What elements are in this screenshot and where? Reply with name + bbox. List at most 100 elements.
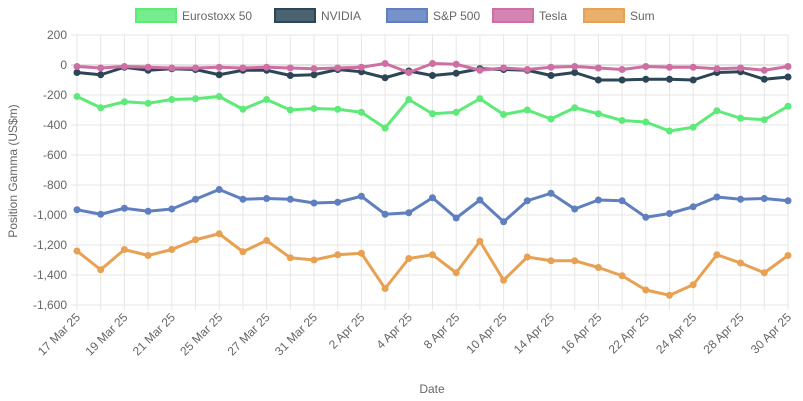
data-point <box>239 105 247 113</box>
x-axis: 17 Mar 25 19 Mar 25 21 Mar 25 25 Mar 25 27 M… <box>35 310 794 358</box>
data-point <box>168 96 176 103</box>
data-point <box>784 252 792 259</box>
data-point <box>144 99 152 107</box>
data-point <box>452 108 460 116</box>
data-point <box>381 124 389 132</box>
legend-item[interactable]: NVIDIA <box>274 8 361 23</box>
y-tick-label: 0 <box>60 58 67 72</box>
data-point <box>452 60 460 68</box>
data-point <box>192 195 199 203</box>
data-point <box>666 127 673 135</box>
data-point <box>547 257 555 265</box>
data-point <box>263 96 271 103</box>
legend-item[interactable]: S&P 500 <box>386 8 480 23</box>
data-point <box>120 63 128 70</box>
data-point <box>523 106 531 114</box>
data-point <box>334 105 342 113</box>
data-point <box>666 291 673 299</box>
data-point <box>760 75 768 83</box>
data-point <box>334 64 342 72</box>
data-point <box>97 266 105 274</box>
data-point <box>73 69 81 76</box>
x-tick-label: 14 Apr 25 <box>511 310 557 356</box>
data-point <box>571 104 579 112</box>
y-tick-label: -800 <box>43 178 67 192</box>
data-point <box>523 253 531 261</box>
data-point <box>381 74 389 82</box>
data-point <box>784 102 792 110</box>
data-point <box>547 72 555 79</box>
data-point <box>405 209 413 217</box>
data-point <box>666 63 673 71</box>
data-point <box>286 72 294 79</box>
y-tick-label: -1,200 <box>33 238 67 252</box>
data-point <box>263 195 271 202</box>
data-point <box>263 237 271 244</box>
x-tick-label: 16 Apr 25 <box>558 310 604 356</box>
legend-label: NVIDIA <box>321 9 361 23</box>
data-point <box>500 111 508 118</box>
legend-item[interactable]: Tesla <box>492 8 567 23</box>
data-point <box>144 63 152 71</box>
data-point <box>760 116 768 124</box>
data-point <box>547 189 555 197</box>
data-point <box>73 247 81 255</box>
data-point <box>120 98 128 106</box>
x-tick-label: 22 Apr 25 <box>606 310 652 356</box>
data-point <box>500 218 508 226</box>
data-point <box>168 64 176 72</box>
data-point <box>618 76 626 84</box>
data-point <box>263 63 271 71</box>
data-point <box>239 195 247 203</box>
data-point <box>452 269 460 277</box>
data-point <box>784 73 792 81</box>
data-point <box>73 93 81 100</box>
data-point <box>689 123 697 131</box>
data-point <box>571 69 579 76</box>
legend-swatch <box>583 8 625 23</box>
data-point <box>357 63 365 71</box>
data-point <box>737 114 745 122</box>
data-point <box>476 196 484 204</box>
data-point <box>215 63 223 71</box>
data-point <box>500 64 508 72</box>
data-point <box>784 63 792 70</box>
x-axis-title: Date <box>419 382 445 396</box>
data-point <box>97 104 105 112</box>
y-tick-label: 200 <box>47 28 67 42</box>
data-point <box>713 193 721 201</box>
data-point <box>642 118 650 126</box>
data-point <box>594 110 602 118</box>
series-group <box>73 60 792 299</box>
x-tick-label: 30 Apr 25 <box>748 310 794 356</box>
data-point <box>571 205 579 213</box>
data-point <box>286 195 294 203</box>
data-point <box>120 246 128 253</box>
data-point <box>713 251 721 259</box>
data-point <box>476 237 484 245</box>
legend-item[interactable]: Sum <box>583 8 655 23</box>
y-tick-label: -1,400 <box>33 268 67 282</box>
data-point <box>97 64 105 72</box>
data-point <box>547 63 555 71</box>
x-tick-label: 31 Mar 25 <box>272 310 320 358</box>
data-point <box>286 106 294 114</box>
data-point <box>192 64 199 72</box>
data-point <box>500 276 508 284</box>
legend-swatch <box>492 8 534 23</box>
data-point <box>144 207 152 215</box>
data-point <box>571 257 579 265</box>
data-point <box>594 196 602 204</box>
data-point <box>594 264 602 271</box>
data-point <box>310 256 318 264</box>
legend-swatch <box>274 8 316 23</box>
data-point <box>689 203 697 211</box>
x-tick-label: 19 Mar 25 <box>82 310 130 358</box>
x-tick-label: 10 Apr 25 <box>463 310 509 356</box>
data-point <box>405 69 413 76</box>
data-point <box>713 65 721 73</box>
data-point <box>642 63 650 70</box>
data-point <box>120 204 128 212</box>
data-point <box>215 230 223 238</box>
legend-item[interactable]: Eurostoxx 50 <box>135 8 252 23</box>
